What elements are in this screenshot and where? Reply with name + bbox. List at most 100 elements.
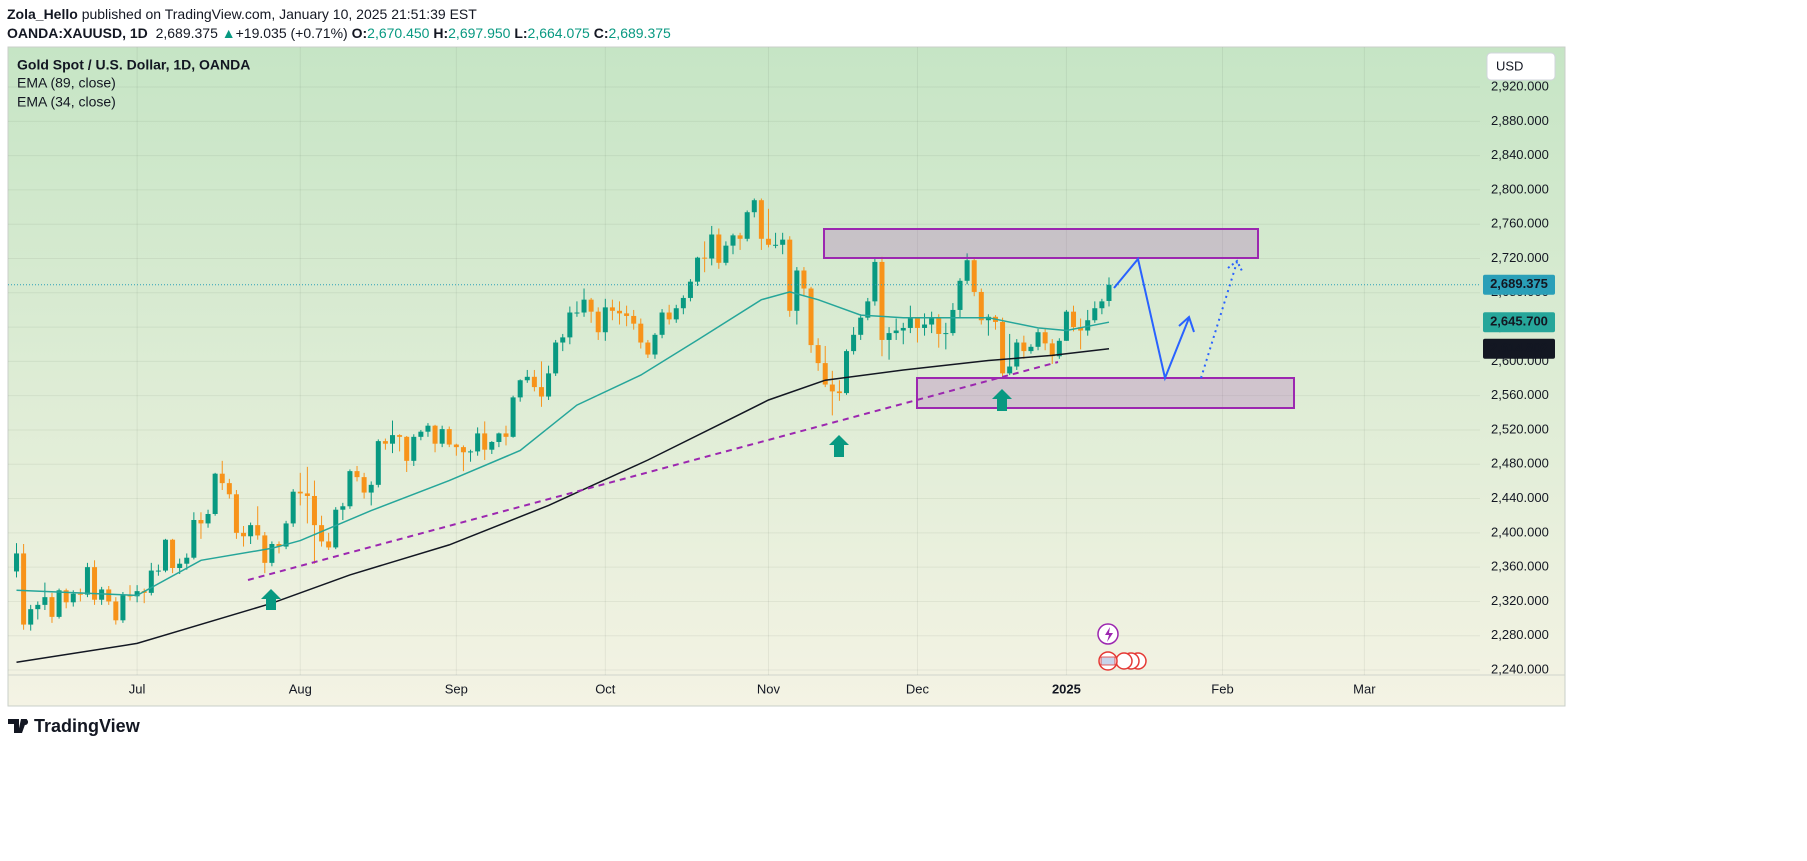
up-arrow [261,589,281,610]
candle-body [439,429,445,444]
y-tick-label: 2,840.000 [1491,147,1549,162]
ema-price-text: 2,614.802 [1490,340,1548,355]
candle-body [368,484,374,493]
y-tick-label: 2,480.000 [1491,456,1549,471]
candle-body [645,342,651,355]
projection-path [1113,256,1190,382]
candle-body [269,543,275,563]
candle-body [219,473,225,484]
last: 2,689.375 [155,25,218,41]
candle-body [241,532,247,537]
candle-body [978,291,984,321]
last-price-label [1483,274,1555,295]
candle-body [389,435,395,444]
candle-body [588,299,594,312]
candle-body [35,604,41,610]
symbol: OANDA:XAUUSD, 1D [7,25,148,41]
candle-body [602,307,608,333]
candle-body [1078,327,1084,331]
event-bolt [1105,627,1113,642]
candle-body [304,493,310,496]
event-flag[interactable] [1115,652,1133,670]
candle-body [617,310,623,314]
candle-body [475,433,481,452]
candle-body [780,239,786,245]
candle-body [28,609,34,625]
candle-body [297,491,303,494]
candle-body [964,260,970,281]
candle-body [1007,366,1013,374]
candle-body [914,318,920,328]
candle-body [822,363,828,385]
flag-icon [1100,656,1116,666]
candle-body [687,281,693,298]
candle-body [1042,332,1048,344]
candle-body [1035,332,1041,347]
candle-body [553,342,559,374]
ohlc-value: 2,697.950 [448,25,511,41]
candle-body [482,433,488,450]
candle-body [815,345,821,364]
y-tick-label: 2,280.000 [1491,627,1549,642]
change-arrow: ▲ [221,25,236,41]
candle-body [666,312,672,320]
candle-body [957,280,963,310]
candle-body [808,288,814,346]
candle-body [347,471,353,507]
candle-body [120,595,126,621]
candle-body [134,591,140,597]
candle-body [226,483,232,495]
candle-body [567,312,573,338]
candle-body [397,435,403,437]
candle-body [524,376,530,381]
candle-body [404,436,410,461]
y-tick-label: 2,920.000 [1491,78,1549,93]
author: Zola_Hello [7,6,78,22]
candle-body [453,444,459,448]
candle-body [14,553,20,572]
candle-body [723,245,729,263]
candle-body [425,425,431,432]
candle-body [737,235,743,239]
x-tick-label: Oct [595,681,616,696]
candle-body [1063,311,1069,341]
candle-body [879,261,885,340]
up-arrow [829,435,849,457]
candle-body [283,523,289,547]
y-tick-label: 2,440.000 [1491,490,1549,505]
candle-body [70,593,76,603]
candle-body [709,234,715,259]
candle-body [1056,340,1062,357]
chart-title: Gold Spot / U.S. Dollar, 1D, OANDA [17,57,250,73]
candle-body [560,337,566,343]
candle-body [170,539,176,569]
candle-body [893,330,899,334]
publish-line: Zola_Hello published on TradingView.com,… [7,5,671,24]
candle-body [985,316,991,321]
x-tick-label: Dec [906,681,930,696]
candle-body [702,257,708,259]
candle-body [744,212,750,239]
candle-body [624,313,630,316]
candle-body [531,376,537,388]
x-tick-label: Feb [1211,681,1233,696]
candle-body [680,297,686,309]
last-price-text: 2,689.375 [1490,276,1548,291]
support-zone [916,377,1295,409]
trend-line [247,361,1059,581]
y-tick-label: 2,240.000 [1491,661,1549,676]
candle-body [900,327,906,331]
candle-body [595,311,601,333]
candle-body [574,312,580,314]
legend-entry: EMA (89, close) [17,75,116,91]
candle-body [382,441,388,444]
candle-body [162,539,168,571]
candle-body [432,425,438,444]
candle-body [375,441,381,485]
currency-button[interactable] [1486,52,1556,81]
published: published on TradingView.com, January 10… [81,6,477,22]
ohlc-key: H: [433,25,449,41]
candle-body [907,318,913,328]
x-tick-label: Jul [129,681,146,696]
